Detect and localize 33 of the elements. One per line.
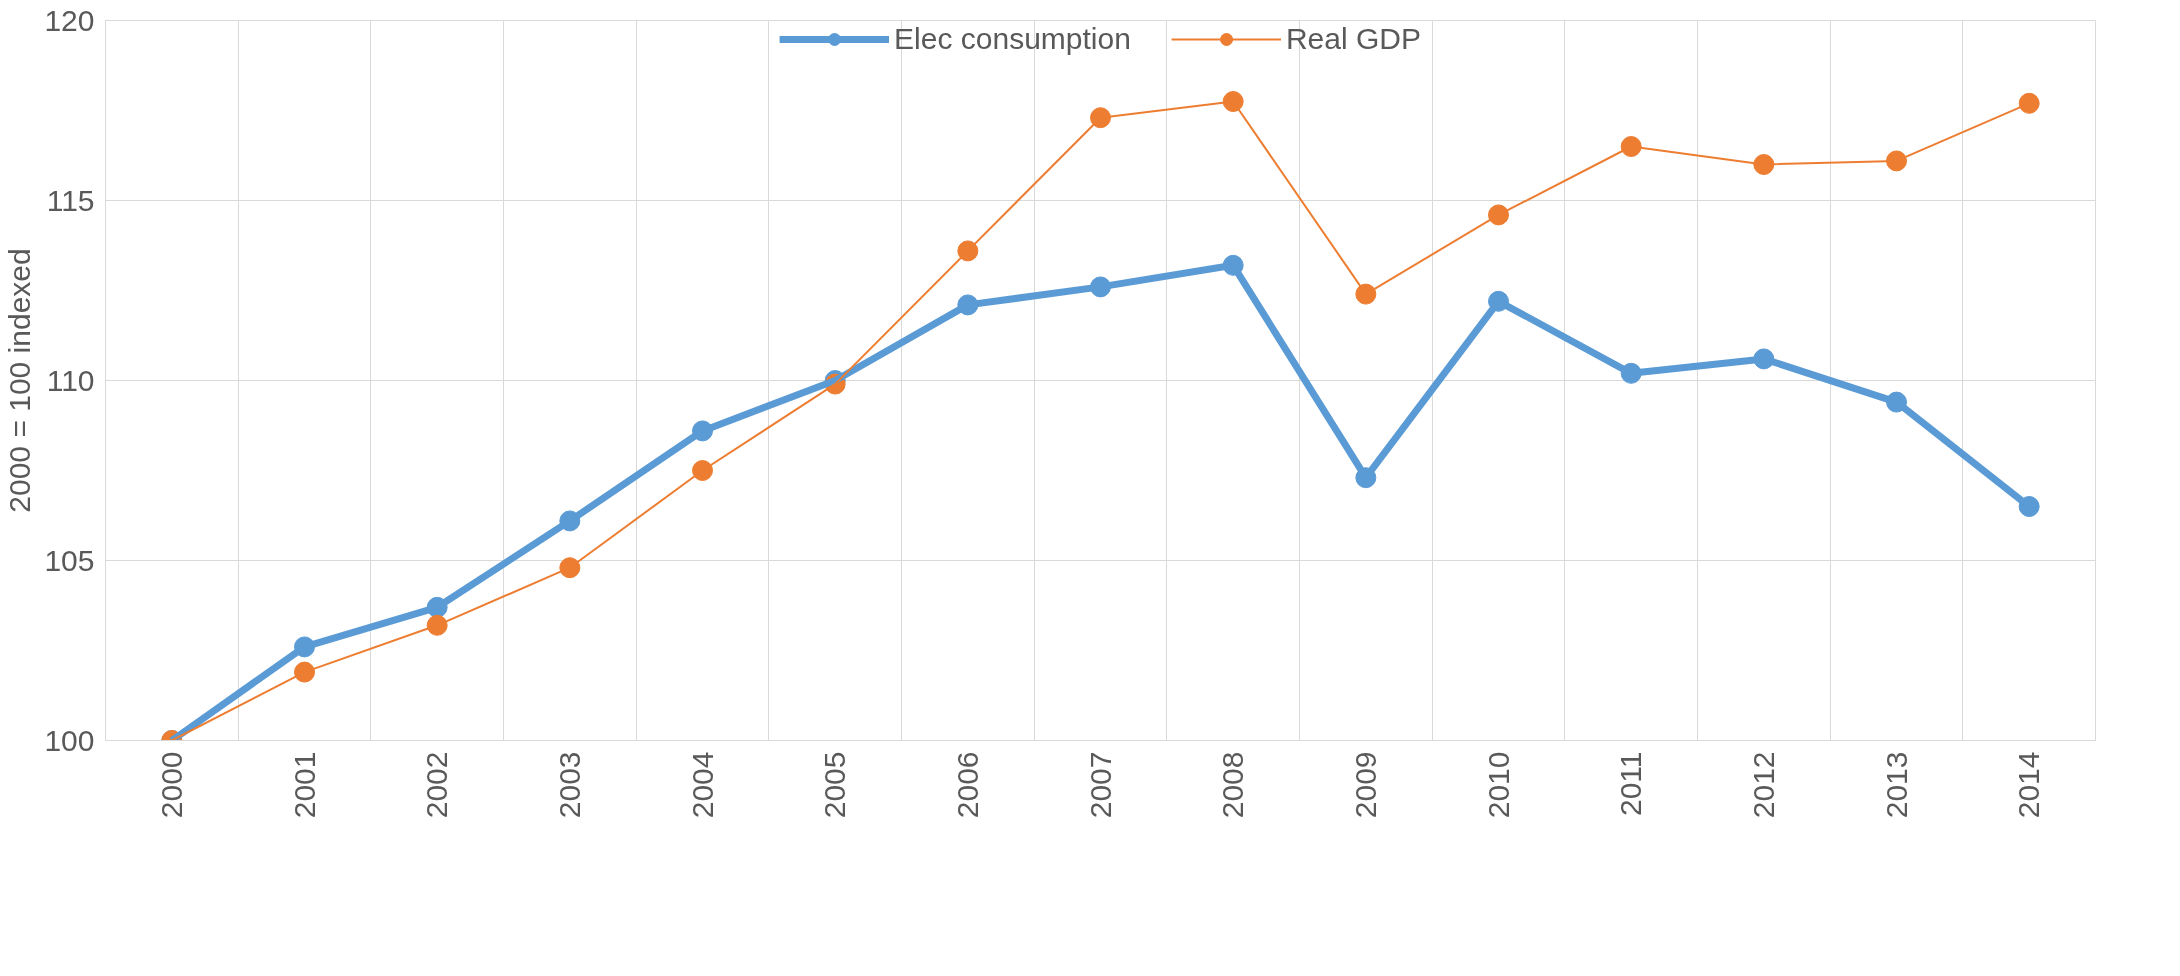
point: [1222, 91, 1244, 112]
y-tick-label: 115: [46, 183, 95, 217]
y-tick-label: 110: [46, 363, 95, 397]
x-tick-label: 2007: [1083, 751, 1117, 819]
point: [1355, 283, 1377, 305]
y-axis-title: 2000 = 100 indexed: [3, 248, 37, 513]
y-tick-label: 120: [44, 3, 95, 37]
legend-label: Elec consumption: [894, 22, 1131, 56]
y-tick-label: 105: [44, 543, 95, 577]
x-tick-label: 2012: [1746, 751, 1780, 819]
legend-label: Real GDP: [1285, 22, 1421, 56]
point: [1488, 204, 1509, 226]
point: [1886, 150, 1907, 172]
x-tick-label: 2008: [1216, 751, 1250, 819]
x-tick-label: 2011: [1614, 751, 1648, 817]
x-tick-label: 2005: [818, 751, 852, 819]
x-tick-label: 2002: [420, 751, 454, 819]
point: [559, 557, 581, 579]
x-tick-label: 2010: [1481, 751, 1515, 819]
x-tick-label: 2006: [950, 751, 984, 819]
x-tick-label: 2009: [1348, 751, 1382, 819]
x-tick-label: 2000: [154, 751, 188, 819]
point: [1090, 107, 1111, 129]
point: [1753, 154, 1775, 175]
y-tick-label: 100: [44, 723, 95, 757]
x-tick-label: 2001: [287, 751, 321, 819]
x-tick-label: 2013: [1879, 751, 1913, 819]
x-tick-label: 2004: [685, 751, 719, 819]
point: [1620, 136, 1642, 157]
point: [2018, 92, 2040, 114]
x-tick-label: 2003: [552, 751, 586, 819]
point: [294, 661, 315, 683]
x-tick-label: 2014: [2012, 751, 2046, 819]
